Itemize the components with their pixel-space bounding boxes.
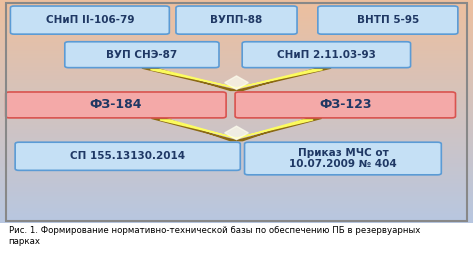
FancyBboxPatch shape xyxy=(6,92,226,118)
Polygon shape xyxy=(150,70,236,88)
Polygon shape xyxy=(236,120,313,138)
Text: ВУПП-88: ВУПП-88 xyxy=(210,15,263,25)
Polygon shape xyxy=(151,118,236,141)
Text: СП 155.13130.2014: СП 155.13130.2014 xyxy=(70,151,185,161)
FancyBboxPatch shape xyxy=(242,42,411,68)
FancyBboxPatch shape xyxy=(318,6,458,34)
FancyBboxPatch shape xyxy=(15,142,240,170)
Text: ФЗ-123: ФЗ-123 xyxy=(319,98,371,111)
Text: СНиП 2.11.03-93: СНиП 2.11.03-93 xyxy=(277,50,376,60)
Polygon shape xyxy=(236,68,331,90)
Text: Рис. 1. Формирование нормативно-технической базы по обеспечению ПБ в резервуарны: Рис. 1. Формирование нормативно-техничес… xyxy=(9,226,420,246)
Text: ФЗ-184: ФЗ-184 xyxy=(90,98,142,111)
Polygon shape xyxy=(236,70,323,88)
Polygon shape xyxy=(225,126,248,140)
Polygon shape xyxy=(225,76,248,89)
Text: СНиП II-106-79: СНиП II-106-79 xyxy=(45,15,134,25)
Polygon shape xyxy=(236,118,322,141)
Polygon shape xyxy=(142,68,236,90)
FancyBboxPatch shape xyxy=(245,142,441,175)
FancyBboxPatch shape xyxy=(10,6,169,34)
FancyBboxPatch shape xyxy=(176,6,297,34)
FancyBboxPatch shape xyxy=(235,92,455,118)
Polygon shape xyxy=(160,120,236,138)
Text: Приказ МЧС от
10.07.2009 № 404: Приказ МЧС от 10.07.2009 № 404 xyxy=(289,148,397,169)
Text: ВУП СНЭ-87: ВУП СНЭ-87 xyxy=(106,50,177,60)
Text: ВНТП 5-95: ВНТП 5-95 xyxy=(357,15,419,25)
FancyBboxPatch shape xyxy=(65,42,219,68)
